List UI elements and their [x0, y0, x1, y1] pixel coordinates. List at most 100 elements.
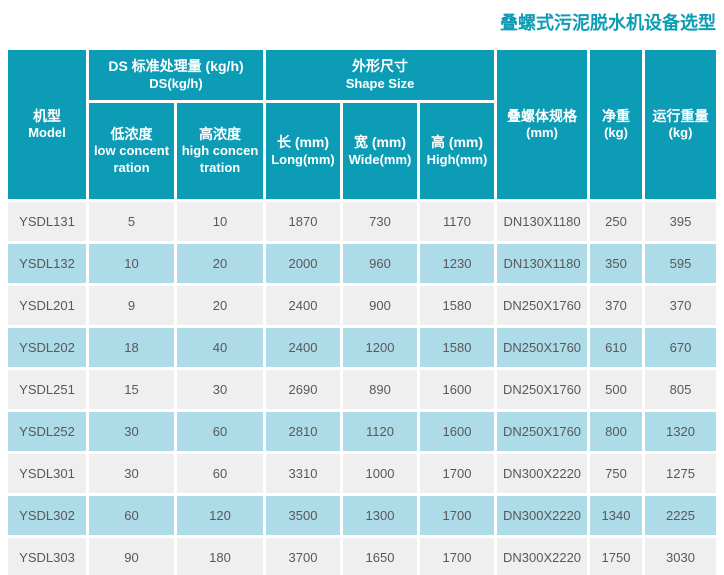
run-weight-cell: 3030: [645, 538, 717, 575]
high-concentration-cell: 180: [177, 538, 263, 575]
header-shape-group: 外形尺寸 Shape Size: [266, 50, 495, 100]
length-cell: 2400: [266, 328, 340, 367]
width-cell: 900: [343, 286, 417, 325]
height-cell: 1600: [420, 370, 495, 409]
length-cell: 3700: [266, 538, 340, 575]
model-cell: YSDL201: [8, 286, 86, 325]
header-length: 长 (mm) Long(mm): [266, 103, 340, 199]
length-cell: 2400: [266, 286, 340, 325]
model-cell: YSDL302: [8, 496, 86, 535]
low-concentration-cell: 90: [89, 538, 174, 575]
net-weight-cell: 800: [590, 412, 643, 451]
header-model-en: Model: [28, 125, 66, 141]
net-weight-cell: 500: [590, 370, 643, 409]
length-cell: 3500: [266, 496, 340, 535]
header-low-concentration: 低浓度 low concentration: [89, 103, 174, 199]
table-row: YSDL201 9 20 2400 900 1580 DN250X1760 37…: [8, 286, 717, 325]
table-row: YSDL202 18 40 2400 1200 1580 DN250X1760 …: [8, 328, 717, 367]
low-concentration-cell: 30: [89, 454, 174, 493]
width-cell: 1120: [343, 412, 417, 451]
height-cell: 1700: [420, 454, 495, 493]
height-cell: 1700: [420, 538, 495, 575]
run-weight-cell: 670: [645, 328, 717, 367]
net-weight-cell: 250: [590, 202, 643, 241]
height-cell: 1580: [420, 328, 495, 367]
model-cell: YSDL301: [8, 454, 86, 493]
height-cell: 1700: [420, 496, 495, 535]
header-screw-spec: 叠螺体规格 (mm): [497, 50, 588, 199]
header-width-zh: 宽 (mm): [353, 134, 407, 151]
length-cell: 3310: [266, 454, 340, 493]
screw-spec-cell: DN300X2220: [497, 454, 588, 493]
header-screw-spec-zh: 叠螺体规格: [507, 107, 578, 124]
screw-spec-cell: DN250X1760: [497, 328, 588, 367]
header-high-concentration: 高浓度 high concentration: [177, 103, 263, 199]
header-width: 宽 (mm) Wide(mm): [343, 103, 417, 199]
table-header: 机型 Model DS 标准处理量 (kg/h) DS(kg/h) 外形尺寸 S…: [8, 50, 717, 199]
run-weight-cell: 2225: [645, 496, 717, 535]
model-cell: YSDL132: [8, 244, 86, 283]
high-concentration-cell: 20: [177, 244, 263, 283]
header-length-en: Long(mm): [271, 151, 335, 167]
low-concentration-cell: 10: [89, 244, 174, 283]
header-ds-en: DS(kg/h): [149, 75, 203, 91]
width-cell: 1000: [343, 454, 417, 493]
header-length-zh: 长 (mm): [276, 134, 330, 151]
header-model: 机型 Model: [8, 50, 86, 199]
header-low-zh: 低浓度: [110, 126, 153, 143]
high-concentration-cell: 40: [177, 328, 263, 367]
header-run-weight: 运行重量 (kg): [645, 50, 717, 199]
screw-spec-cell: DN250X1760: [497, 286, 588, 325]
model-cell: YSDL131: [8, 202, 86, 241]
page-title: 叠螺式污泥脱水机设备选型: [500, 13, 716, 33]
table-row: YSDL301 30 60 3310 1000 1700 DN300X2220 …: [8, 454, 717, 493]
width-cell: 890: [343, 370, 417, 409]
header-height: 高 (mm) High(mm): [420, 103, 495, 199]
high-concentration-cell: 20: [177, 286, 263, 325]
screw-spec-cell: DN130X1180: [497, 202, 588, 241]
table-row: YSDL303 90 180 3700 1650 1700 DN300X2220…: [8, 538, 717, 575]
header-width-en: Wide(mm): [348, 151, 412, 167]
header-net-weight-zh: 净重: [602, 107, 631, 124]
header-ds-group: DS 标准处理量 (kg/h) DS(kg/h): [89, 50, 263, 100]
run-weight-cell: 395: [645, 202, 717, 241]
low-concentration-cell: 18: [89, 328, 174, 367]
net-weight-cell: 610: [590, 328, 643, 367]
high-concentration-cell: 10: [177, 202, 263, 241]
high-concentration-cell: 60: [177, 412, 263, 451]
header-shape-zh: 外形尺寸: [352, 58, 408, 75]
high-concentration-cell: 120: [177, 496, 263, 535]
equipment-selection-table: 机型 Model DS 标准处理量 (kg/h) DS(kg/h) 外形尺寸 S…: [5, 47, 719, 575]
run-weight-cell: 805: [645, 370, 717, 409]
height-cell: 1600: [420, 412, 495, 451]
model-cell: YSDL252: [8, 412, 86, 451]
net-weight-cell: 1340: [590, 496, 643, 535]
header-model-zh: 机型: [33, 107, 61, 124]
header-run-weight-zh: 运行重量: [652, 107, 709, 124]
header-run-weight-unit: (kg): [668, 125, 693, 141]
screw-spec-cell: DN130X1180: [497, 244, 588, 283]
length-cell: 2690: [266, 370, 340, 409]
header-height-zh: 高 (mm): [430, 134, 484, 151]
length-cell: 2000: [266, 244, 340, 283]
low-concentration-cell: 5: [89, 202, 174, 241]
height-cell: 1230: [420, 244, 495, 283]
height-cell: 1170: [420, 202, 495, 241]
high-concentration-cell: 30: [177, 370, 263, 409]
high-concentration-cell: 60: [177, 454, 263, 493]
table-row: YSDL251 15 30 2690 890 1600 DN250X1760 5…: [8, 370, 717, 409]
width-cell: 1300: [343, 496, 417, 535]
header-low-en: low concentration: [93, 143, 170, 176]
width-cell: 1650: [343, 538, 417, 575]
low-concentration-cell: 15: [89, 370, 174, 409]
header-high-zh: 高浓度: [199, 126, 241, 143]
height-cell: 1580: [420, 286, 495, 325]
header-screw-spec-unit: (mm): [526, 125, 558, 141]
header-net-weight-unit: (kg): [604, 125, 628, 141]
run-weight-cell: 1320: [645, 412, 717, 451]
width-cell: 960: [343, 244, 417, 283]
header-shape-en: Shape Size: [345, 75, 415, 91]
table-body: YSDL131 5 10 1870 730 1170 DN130X1180 25…: [8, 202, 717, 575]
header-height-en: High(mm): [426, 151, 488, 167]
length-cell: 2810: [266, 412, 340, 451]
